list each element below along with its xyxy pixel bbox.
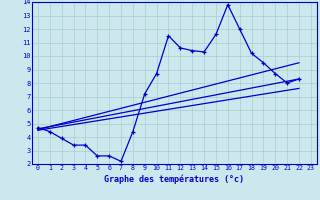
X-axis label: Graphe des températures (°c): Graphe des températures (°c) [104,174,244,184]
